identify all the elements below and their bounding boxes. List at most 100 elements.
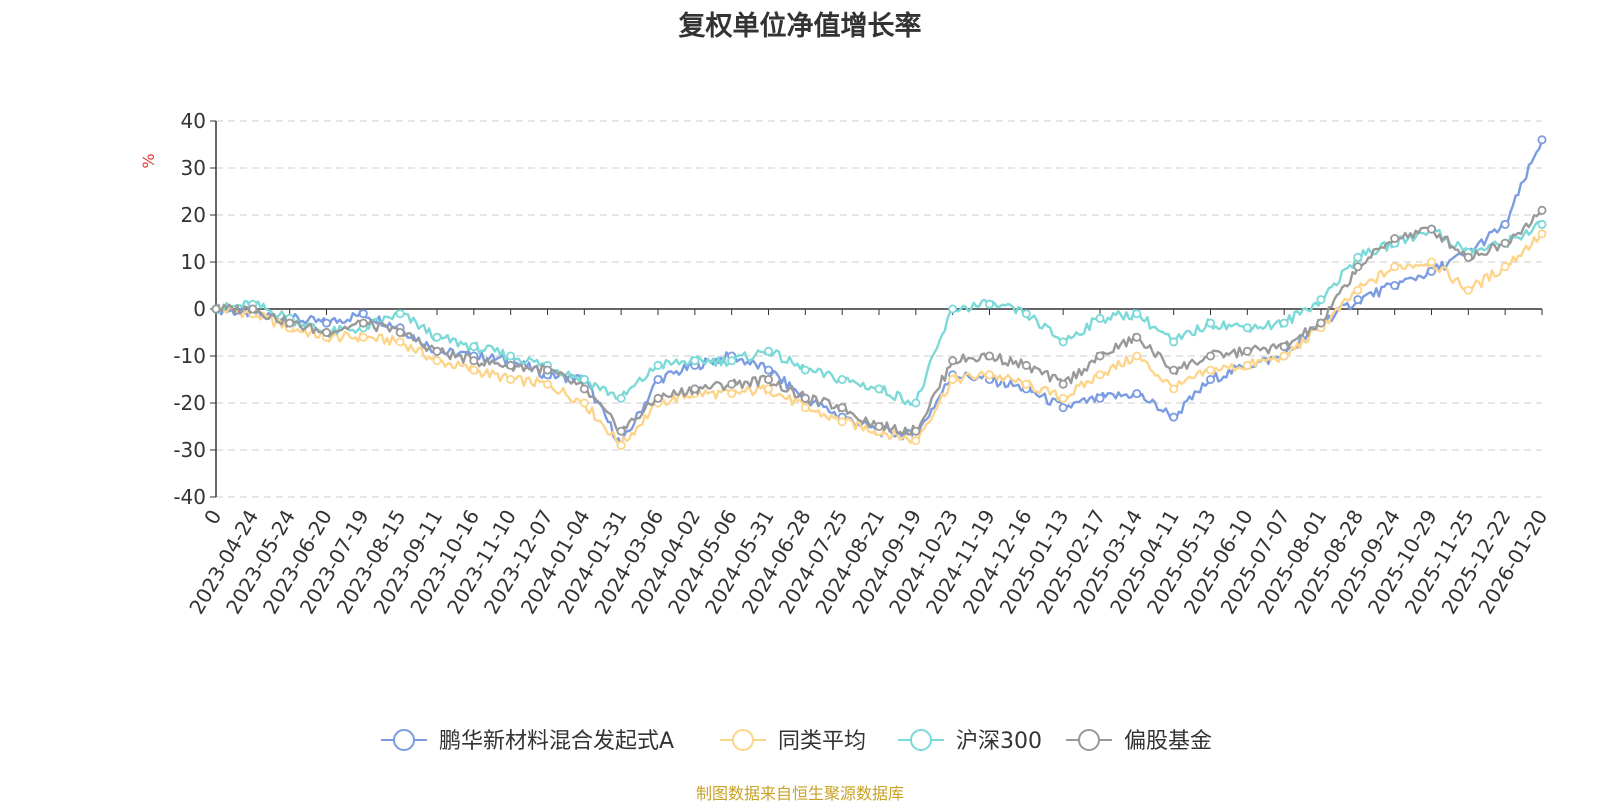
y-tick-label: 20 — [181, 203, 206, 227]
legend-marker — [1078, 729, 1100, 751]
data-point — [1279, 318, 1289, 328]
legend[interactable]: 鹏华新材料混合发起式A 同类平均 沪深300 偏股基金 — [381, 729, 1212, 754]
data-point — [358, 309, 368, 319]
data-point — [1427, 224, 1437, 234]
data-point — [764, 374, 774, 384]
data-point — [1537, 219, 1547, 229]
data-point — [1537, 229, 1547, 239]
data-point — [469, 356, 479, 366]
data-point — [1353, 262, 1363, 272]
data-point — [506, 351, 516, 361]
data-point — [616, 440, 626, 450]
chart-title: 复权单位净值增长率 — [678, 11, 922, 42]
axes: 403020100-10-20-30-4002023-04-242023-05-… — [173, 109, 1552, 618]
data-point — [948, 304, 958, 314]
data-point — [506, 360, 516, 370]
legend-label: 同类平均 — [778, 729, 866, 754]
data-point — [764, 365, 774, 375]
data-point — [432, 332, 442, 342]
data-point — [358, 318, 368, 328]
data-point — [911, 436, 921, 446]
data-point — [1132, 332, 1142, 342]
y-tick-label: -40 — [173, 485, 206, 509]
legend-item[interactable]: 鹏华新材料混合发起式A — [381, 729, 674, 754]
legend-label: 鹏华新材料混合发起式A — [439, 729, 674, 754]
data-point — [1500, 262, 1510, 272]
legend-marker — [910, 729, 932, 751]
data-point — [1132, 309, 1142, 319]
data-point — [616, 426, 626, 436]
data-point — [1095, 393, 1105, 403]
data-point — [432, 356, 442, 366]
data-point — [616, 393, 626, 403]
data-point — [1132, 351, 1142, 361]
data-point — [874, 421, 884, 431]
data-point — [211, 304, 221, 314]
data-point — [358, 332, 368, 342]
data-point — [690, 384, 700, 394]
data-point — [727, 379, 737, 389]
x-tick-label: 0 — [199, 506, 226, 529]
data-point — [1537, 205, 1547, 215]
data-point — [469, 365, 479, 375]
data-point — [653, 374, 663, 384]
data-point — [579, 384, 589, 394]
data-point — [1316, 295, 1326, 305]
data-point — [800, 393, 810, 403]
data-point — [911, 426, 921, 436]
data-point — [321, 327, 331, 337]
data-point — [948, 374, 958, 384]
data-point — [1169, 337, 1179, 347]
data-point — [1058, 379, 1068, 389]
data-point — [1500, 238, 1510, 248]
data-point — [764, 384, 774, 394]
data-point — [690, 356, 700, 366]
series-0 — [211, 135, 1547, 450]
data-point — [1095, 313, 1105, 323]
y-axis-unit-label: % — [139, 153, 158, 168]
data-point — [1353, 252, 1363, 262]
legend-item[interactable]: 偏股基金 — [1066, 729, 1212, 754]
y-tick-label: 30 — [181, 156, 206, 180]
data-point — [727, 389, 737, 399]
data-point — [1353, 285, 1363, 295]
data-point — [432, 346, 442, 356]
y-tick-label: -30 — [173, 438, 206, 462]
data-point — [579, 374, 589, 384]
legend-item[interactable]: 同类平均 — [720, 729, 866, 754]
data-point — [1169, 384, 1179, 394]
data-point — [395, 327, 405, 337]
data-point — [1537, 135, 1547, 145]
series-line — [214, 139, 1544, 447]
data-point — [1390, 233, 1400, 243]
data-point — [1427, 266, 1437, 276]
series-lines — [211, 135, 1547, 450]
data-point — [543, 379, 553, 389]
data-point — [985, 370, 995, 380]
legend-marker — [732, 729, 754, 751]
data-point — [285, 318, 295, 328]
data-point — [1500, 219, 1510, 229]
data-point — [1242, 360, 1252, 370]
data-point — [543, 365, 553, 375]
data-point — [837, 374, 847, 384]
data-point — [874, 384, 884, 394]
legend-marker — [393, 729, 415, 751]
data-point — [395, 309, 405, 319]
data-point — [1206, 318, 1216, 328]
data-point — [764, 346, 774, 356]
data-point — [1058, 403, 1068, 413]
data-point — [1463, 285, 1473, 295]
data-point — [800, 365, 810, 375]
data-point — [1058, 393, 1068, 403]
data-point — [1169, 412, 1179, 422]
data-point — [248, 304, 258, 314]
data-point — [985, 299, 995, 309]
data-point — [1021, 360, 1031, 370]
data-point — [1132, 389, 1142, 399]
series-3 — [211, 205, 1547, 436]
legend-item[interactable]: 沪深300 — [898, 729, 1042, 754]
data-point — [1390, 280, 1400, 290]
data-point — [321, 318, 331, 328]
